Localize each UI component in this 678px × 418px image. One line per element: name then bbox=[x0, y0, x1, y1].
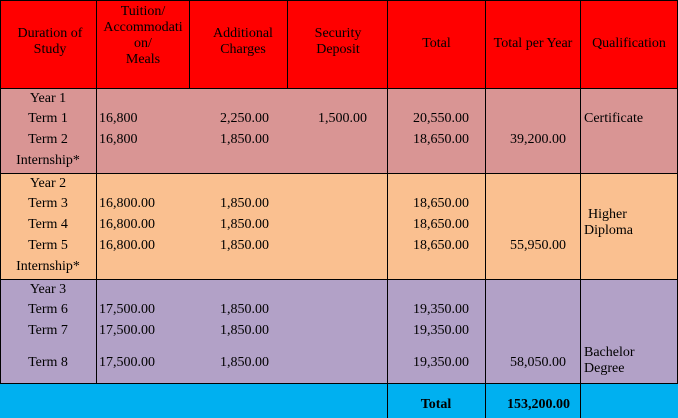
term6-total: 19,350.00 bbox=[413, 302, 469, 317]
year3-label: Year 3 bbox=[29, 282, 67, 297]
year2-band bbox=[0, 173, 678, 279]
term2-label: Term 2 bbox=[28, 132, 68, 147]
term3-additional: 1,850.00 bbox=[220, 196, 269, 211]
term6-label: Term 6 bbox=[28, 302, 68, 317]
term7-tuition: 17,500.00 bbox=[99, 323, 155, 338]
year1-qualification: Certificate bbox=[584, 111, 644, 126]
grid-line bbox=[287, 0, 288, 88]
term7-label: Term 7 bbox=[28, 323, 68, 338]
term4-additional: 1,850.00 bbox=[220, 217, 269, 232]
grid-line bbox=[387, 0, 388, 418]
footer-total-label: Total bbox=[420, 397, 452, 412]
term4-label: Term 4 bbox=[28, 217, 68, 232]
term3-label: Term 3 bbox=[28, 196, 68, 211]
term3-total: 18,650.00 bbox=[413, 196, 469, 211]
term5-total: 18,650.00 bbox=[413, 238, 469, 253]
term7-additional: 1,850.00 bbox=[220, 323, 269, 338]
year2-internship: Internship* bbox=[16, 259, 80, 274]
year2-total-per-year: 55,950.00 bbox=[510, 238, 566, 253]
header-total-per-year: Total per Year bbox=[493, 36, 573, 51]
year2-label: Year 2 bbox=[29, 176, 67, 191]
year3-total-per-year: 58,050.00 bbox=[510, 355, 566, 370]
footer-band bbox=[0, 383, 678, 418]
grid-line bbox=[189, 0, 190, 88]
grid-line bbox=[0, 0, 1, 383]
term7-total: 19,350.00 bbox=[413, 323, 469, 338]
term2-total: 18,650.00 bbox=[413, 132, 469, 147]
term6-tuition: 17,500.00 bbox=[99, 302, 155, 317]
term2-additional: 1,850.00 bbox=[220, 132, 269, 147]
term8-label: Term 8 bbox=[28, 355, 68, 370]
term1-label: Term 1 bbox=[28, 111, 68, 126]
term1-additional: 2,250.00 bbox=[220, 111, 269, 126]
header-band bbox=[0, 0, 678, 88]
term8-total: 19,350.00 bbox=[413, 355, 469, 370]
year3-band bbox=[0, 279, 678, 383]
header-security: Security Deposit bbox=[314, 26, 362, 57]
term3-tuition: 16,800.00 bbox=[99, 196, 155, 211]
term1-security: 1,500.00 bbox=[318, 111, 367, 126]
term5-additional: 1,850.00 bbox=[220, 238, 269, 253]
grid-line bbox=[0, 173, 678, 174]
grid-line bbox=[96, 0, 97, 383]
year1-band bbox=[0, 88, 678, 173]
term8-additional: 1,850.00 bbox=[220, 355, 269, 370]
year1-internship: Internship* bbox=[16, 153, 80, 168]
term1-tuition: 16,800 bbox=[99, 111, 138, 126]
header-total: Total bbox=[422, 36, 451, 51]
grid-line bbox=[485, 0, 486, 418]
term5-label: Term 5 bbox=[28, 238, 68, 253]
grid-line bbox=[0, 0, 678, 1]
footer-grand-total: 153,200.00 bbox=[507, 397, 570, 412]
header-qualification: Qualification bbox=[592, 36, 666, 51]
year2-qualification: Higher Diploma bbox=[584, 207, 633, 238]
term8-tuition: 17,500.00 bbox=[99, 355, 155, 370]
grid-line bbox=[0, 88, 678, 89]
year1-total-per-year: 39,200.00 bbox=[510, 132, 566, 147]
header-duration: Duration of Study bbox=[17, 26, 83, 57]
term4-total: 18,650.00 bbox=[413, 217, 469, 232]
year1-label: Year 1 bbox=[29, 91, 67, 106]
term2-tuition: 16,800 bbox=[99, 132, 138, 147]
term4-tuition: 16,800.00 bbox=[99, 217, 155, 232]
year3-qualification: Bachelor Degree bbox=[584, 345, 635, 376]
grid-line bbox=[580, 0, 581, 418]
term5-tuition: 16,800.00 bbox=[99, 238, 155, 253]
grid-line bbox=[0, 279, 678, 280]
header-tuition: Tuition/ Accommodati on/ Meals bbox=[103, 4, 183, 67]
term6-additional: 1,850.00 bbox=[220, 302, 269, 317]
term1-total: 20,550.00 bbox=[413, 111, 469, 126]
header-additional: Additional Charges bbox=[213, 26, 273, 57]
grid-line bbox=[0, 383, 678, 384]
